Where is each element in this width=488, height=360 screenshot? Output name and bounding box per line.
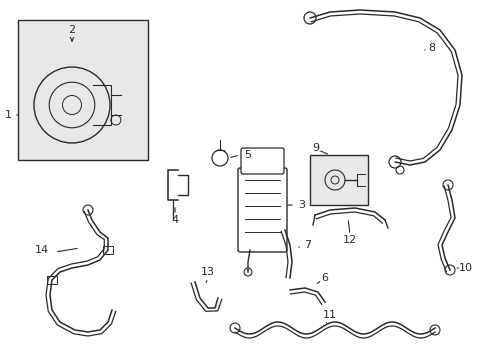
Text: 10: 10 xyxy=(458,263,472,273)
Text: 6: 6 xyxy=(321,273,328,283)
Text: 9: 9 xyxy=(312,143,319,153)
FancyBboxPatch shape xyxy=(241,148,284,174)
Bar xyxy=(47,276,57,284)
Text: 8: 8 xyxy=(427,43,435,53)
Text: 3: 3 xyxy=(298,200,305,210)
Text: 1: 1 xyxy=(4,110,12,120)
Text: 7: 7 xyxy=(304,240,311,250)
Text: 13: 13 xyxy=(201,267,215,277)
FancyBboxPatch shape xyxy=(238,168,286,252)
Bar xyxy=(18,20,148,160)
Text: 14: 14 xyxy=(35,245,49,255)
Bar xyxy=(103,246,113,254)
Text: 5: 5 xyxy=(244,150,251,160)
Text: 2: 2 xyxy=(68,25,76,35)
Text: 11: 11 xyxy=(323,310,336,320)
Text: 4: 4 xyxy=(171,215,178,225)
Text: 12: 12 xyxy=(342,235,356,245)
Bar xyxy=(309,155,367,205)
